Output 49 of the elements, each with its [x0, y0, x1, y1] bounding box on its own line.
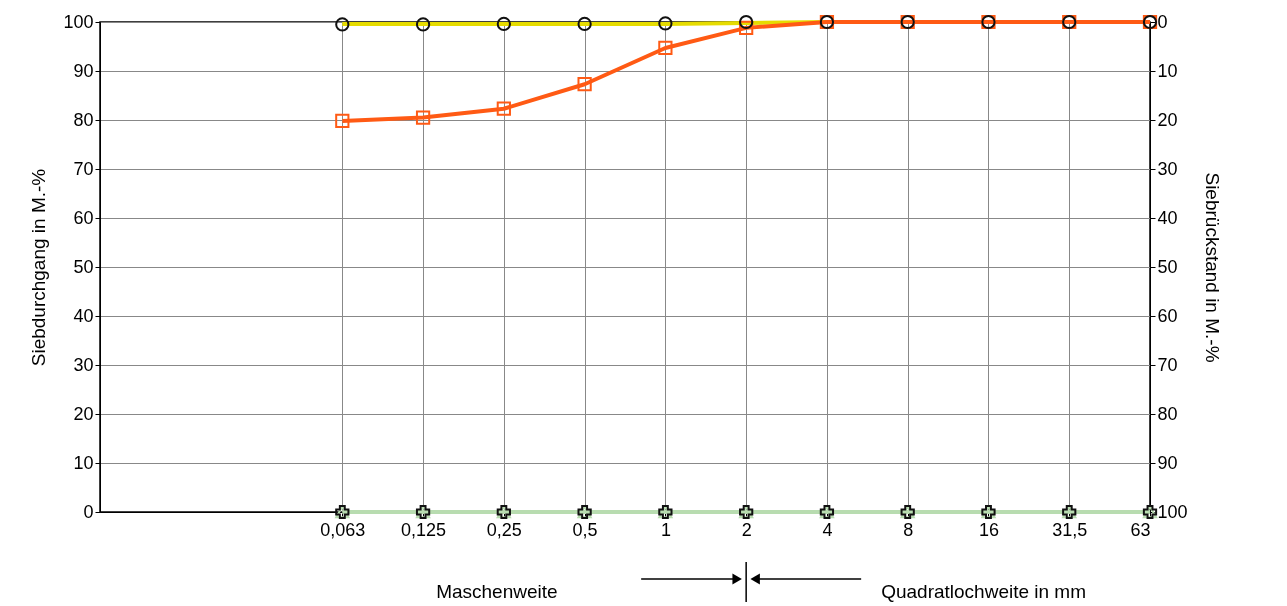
point: [739, 14, 754, 30]
point: [658, 40, 673, 56]
y2-tick-label: 0: [1157, 11, 1168, 32]
point: [577, 77, 592, 92]
x-tick-label: 16: [978, 519, 999, 540]
point: [496, 16, 511, 32]
y-tick-label: 90: [73, 60, 94, 81]
point: [739, 20, 754, 35]
y2-tick-label: 80: [1157, 403, 1178, 424]
point: [415, 110, 431, 125]
point: [496, 101, 511, 116]
y-tick-label: 0: [83, 501, 94, 522]
y2-tick-label: 30: [1157, 158, 1178, 179]
y2-tick-label: 40: [1157, 207, 1178, 228]
x-tick-label: 4: [822, 519, 833, 540]
y2-tick-label: 70: [1157, 354, 1178, 375]
point: [335, 17, 350, 32]
y2-tick-label: 100: [1157, 501, 1188, 522]
y2-axis-title: Siebrückstand in M.-%: [1201, 172, 1223, 363]
x-tick-label: 63: [1130, 519, 1151, 540]
y-tick-label: 30: [73, 354, 94, 375]
x-tick-label: 2: [741, 519, 752, 540]
point: [335, 113, 350, 129]
y-tick-label: 70: [73, 158, 94, 179]
y2-tick-label: 10: [1157, 60, 1178, 81]
x-tick-label: 1: [660, 519, 671, 540]
y2-tick-label: 50: [1157, 256, 1178, 277]
point: [415, 17, 431, 32]
y-tick-label: 60: [73, 207, 94, 228]
y2-tick-label: 20: [1157, 109, 1178, 130]
y-tick-label: 80: [73, 109, 94, 130]
x-tick-label: 0,5: [572, 519, 598, 540]
y-tick-label: 40: [73, 305, 94, 326]
y-tick-label: 10: [73, 452, 94, 473]
y2-tick-label: 60: [1157, 305, 1178, 326]
y-tick-label: 50: [73, 256, 94, 277]
x-tick-label: 0,063: [320, 519, 366, 540]
y2-tick-label: 90: [1157, 452, 1178, 473]
point: [658, 16, 673, 31]
y-tick-label: 20: [73, 403, 94, 424]
text: Maschenweite: [436, 581, 558, 602]
x-tick-label: 0,25: [486, 519, 522, 540]
x-tick-label: 8: [903, 519, 914, 540]
y-axis-title: Siebdurchgang in M.-%: [28, 168, 50, 367]
text: Quadratlochweite in mm: [881, 581, 1087, 602]
x-tick-label: 0,125: [401, 519, 447, 540]
point: [577, 16, 592, 32]
x-tick-label: 31,5: [1052, 519, 1088, 540]
y-tick-label: 100: [63, 11, 94, 32]
